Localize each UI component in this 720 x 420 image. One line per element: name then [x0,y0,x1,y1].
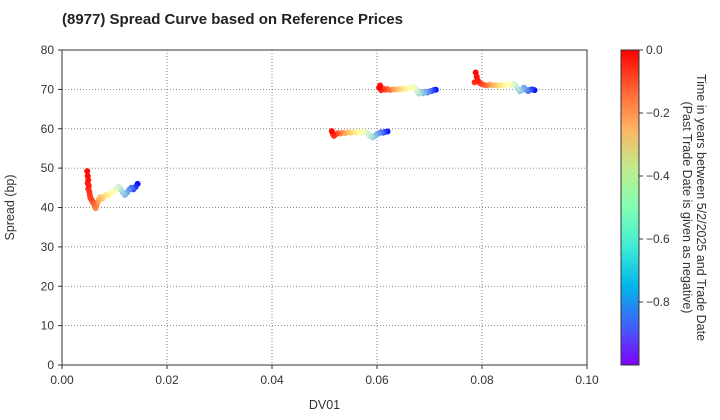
x-axis-label: DV01 [309,398,340,412]
data-point [328,128,335,135]
colorbar-tick-label: 0.0 [646,43,663,57]
y-axis-ticks: 0 10 20 30 40 50 60 70 80 [41,43,62,372]
chart-title: (8977) Spread Curve based on Reference P… [62,11,403,28]
x-tick-label: 0.08 [470,373,494,387]
y-tick-label: 40 [41,201,55,215]
colorbar-tick-label: −0.2 [646,106,670,120]
data-point [472,69,479,76]
y-axis-label: Spread (bp) [3,174,17,240]
colorbar-label-line2: (Past Trade Date is given as negative) [680,102,694,314]
y-tick-label: 20 [41,279,55,293]
data-point [376,84,383,91]
colorbar-label-line1: Time in years between 5/2/2025 and Trade… [694,74,708,341]
gridlines [62,50,587,365]
x-tick-label: 0.10 [575,373,599,387]
colorbar-tick-label: −0.6 [646,232,670,246]
colorbar [620,49,640,366]
y-tick-label: 50 [41,161,55,175]
x-axis-ticks: 0.00 0.02 0.04 0.06 0.08 0.10 [50,365,599,387]
y-tick-label: 10 [41,319,55,333]
x-tick-label: 0.04 [260,373,284,387]
x-tick-label: 0.00 [50,373,74,387]
y-tick-label: 70 [41,82,55,96]
x-tick-label: 0.06 [365,373,389,387]
y-tick-label: 60 [41,122,55,136]
data-points [84,69,538,212]
x-tick-label: 0.02 [155,373,179,387]
colorbar-tick-label: −0.4 [646,169,670,183]
y-tick-label: 30 [41,240,55,254]
data-point [84,173,91,179]
colorbar-tick-label: −0.8 [646,295,670,309]
y-tick-label: 0 [47,358,54,372]
data-point [84,168,91,175]
y-tick-label: 80 [41,43,55,57]
colorbar-ticks: 0.0 −0.2 −0.4 −0.6 −0.8 [639,43,670,309]
